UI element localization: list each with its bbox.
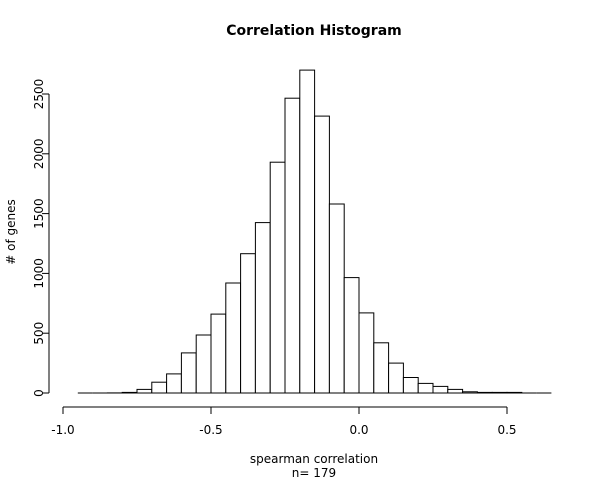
histogram-bar bbox=[491, 391, 508, 394]
histogram-bar bbox=[388, 362, 404, 394]
histogram-bar bbox=[284, 97, 301, 394]
histogram-bar bbox=[195, 334, 212, 394]
y-tick-label: 2000 bbox=[32, 139, 46, 170]
histogram-bar bbox=[476, 391, 493, 394]
histogram-bar bbox=[254, 222, 271, 394]
y-axis: 0 500 1000 1500 2000 2500 bbox=[32, 79, 50, 397]
x-tick-label: 0.5 bbox=[497, 423, 516, 437]
sample-size-label: n= 179 bbox=[292, 466, 336, 480]
histogram-bar bbox=[180, 352, 197, 394]
histogram-bar bbox=[166, 373, 182, 394]
histogram-bar bbox=[314, 115, 330, 394]
histogram-bar bbox=[343, 277, 360, 394]
x-tick-label: 0.0 bbox=[349, 423, 368, 437]
y-tick-label: 0 bbox=[32, 389, 46, 397]
histogram-bar bbox=[417, 382, 434, 394]
y-axis-label: # of genes bbox=[4, 199, 18, 265]
histogram-bar bbox=[506, 391, 523, 394]
histogram-bar bbox=[210, 313, 227, 394]
histogram-bar bbox=[121, 391, 138, 394]
histogram-bar bbox=[432, 385, 449, 394]
x-axis-label: spearman correlation bbox=[250, 452, 378, 466]
histogram-bar bbox=[402, 377, 419, 394]
histogram-bar bbox=[225, 282, 242, 394]
histogram-bar bbox=[269, 161, 286, 394]
x-tick-label: -1.0 bbox=[51, 423, 74, 437]
chart-title: Correlation Histogram bbox=[226, 23, 402, 39]
x-axis: -1.0 -0.5 0.0 0.5 bbox=[51, 406, 517, 437]
histogram-bar bbox=[358, 312, 375, 394]
histogram-bar bbox=[240, 253, 256, 394]
histogram-bar bbox=[462, 391, 478, 394]
y-tick-label: 1500 bbox=[32, 198, 46, 229]
histogram-bar bbox=[151, 381, 168, 394]
histogram-bar bbox=[328, 203, 345, 394]
histogram-bar bbox=[136, 388, 153, 394]
y-tick-label: 500 bbox=[32, 322, 46, 345]
histogram-bar bbox=[299, 69, 316, 394]
bars-group bbox=[77, 69, 552, 394]
histogram-bar bbox=[447, 388, 464, 394]
y-tick-label: 2500 bbox=[32, 79, 46, 110]
histogram-bar bbox=[373, 342, 390, 394]
x-tick-label: -0.5 bbox=[199, 423, 222, 437]
y-tick-label: 1000 bbox=[32, 258, 46, 289]
